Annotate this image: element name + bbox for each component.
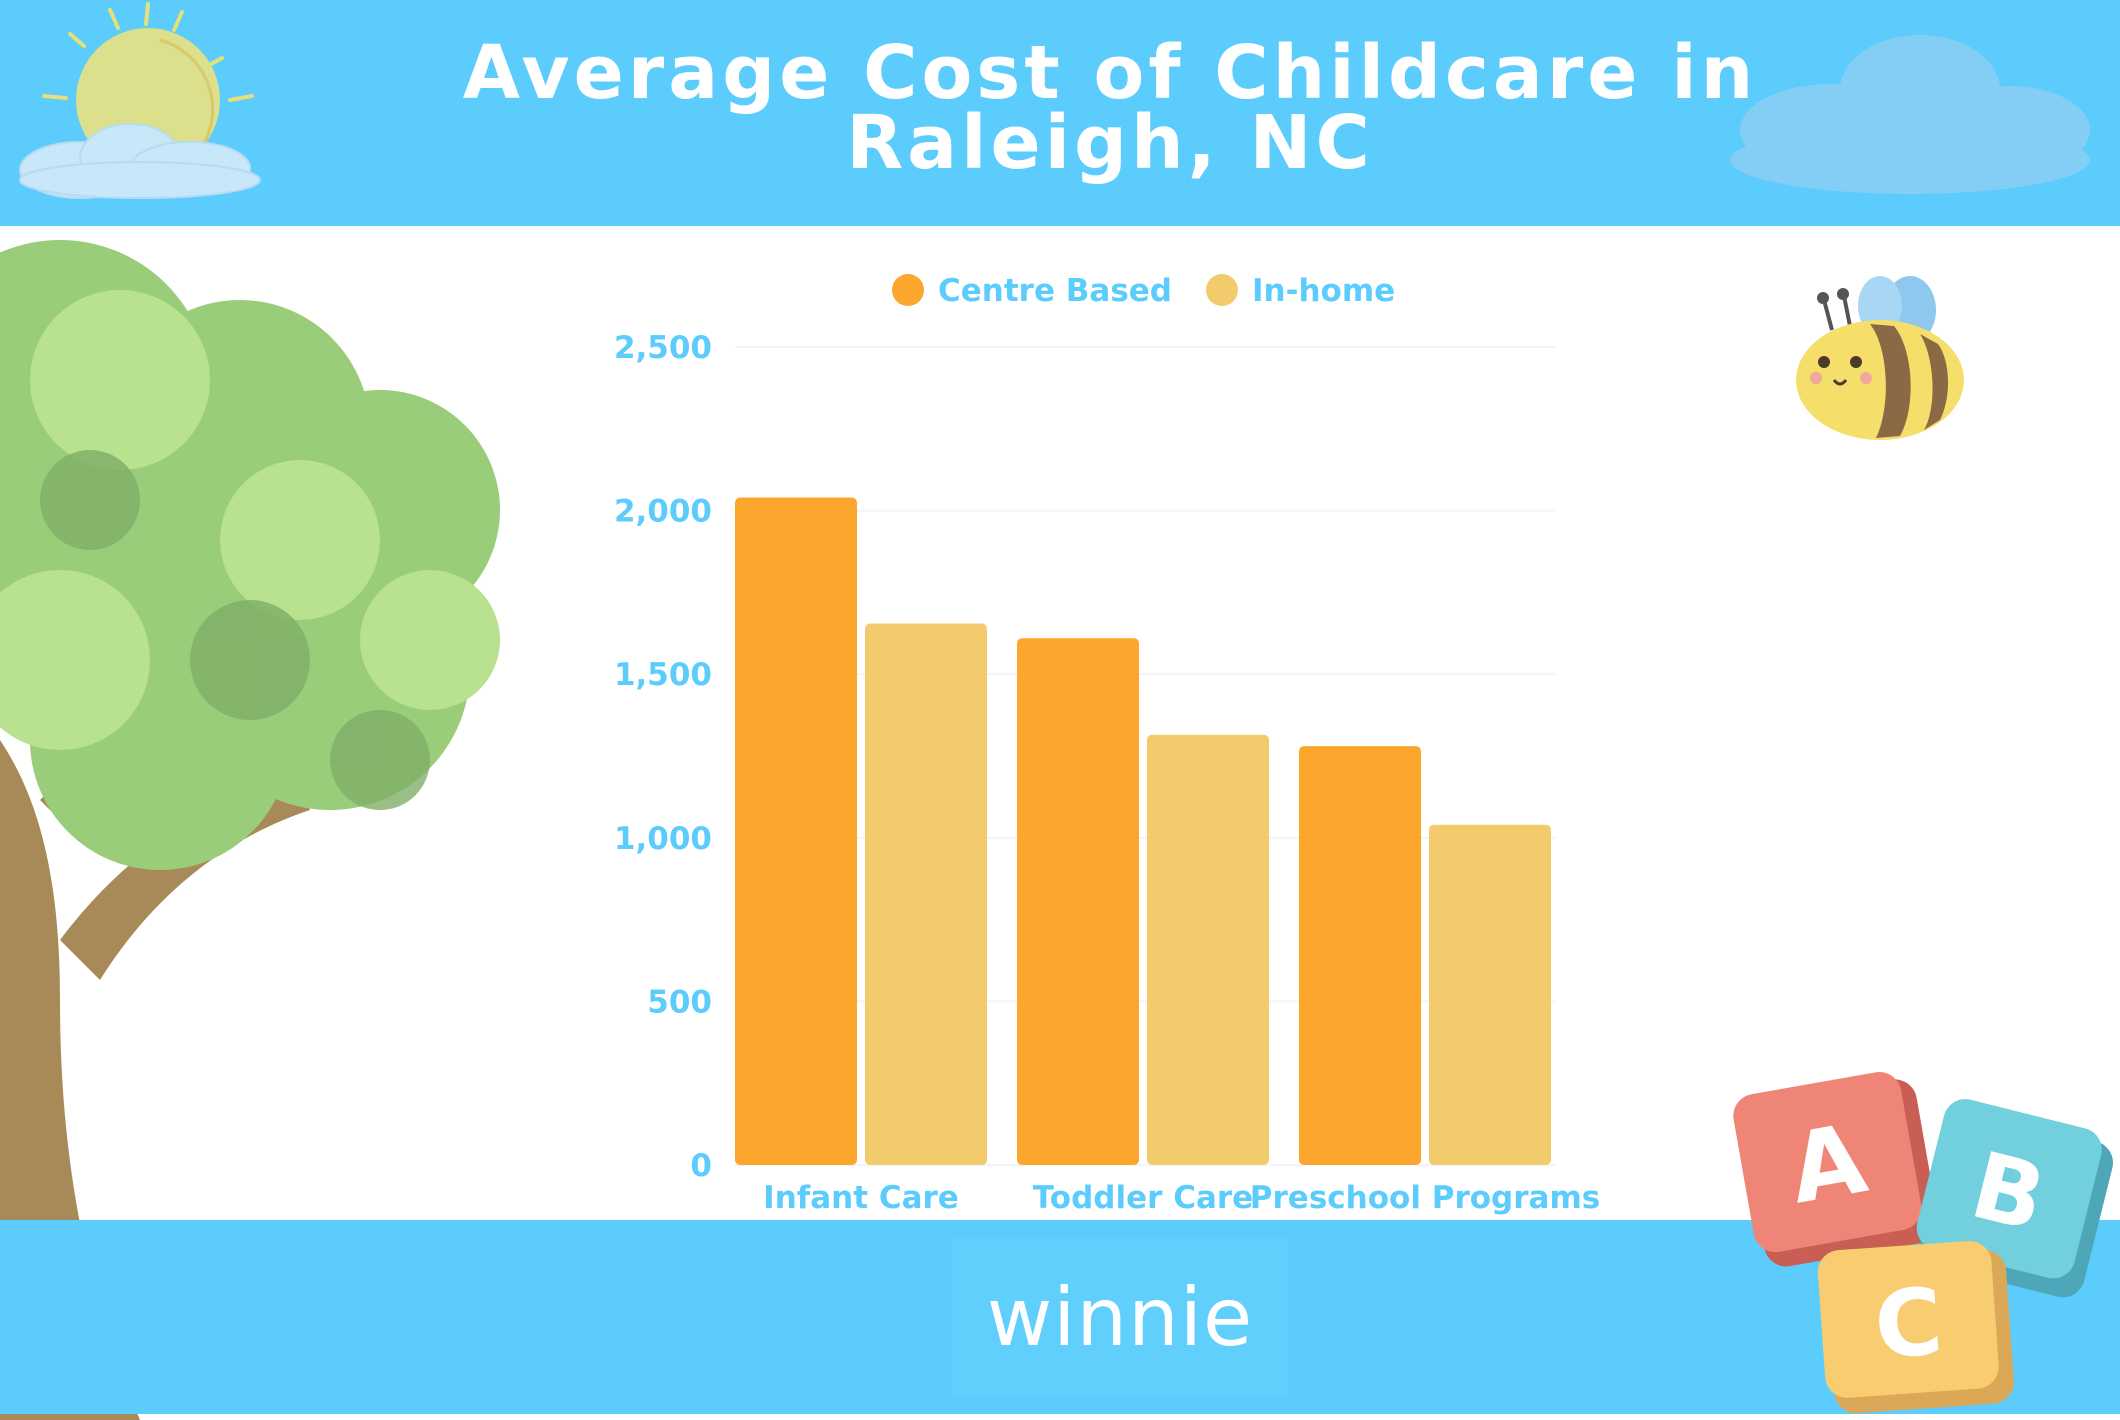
y-axis-ticks: 0 500 1,000 1,500 2,000 2,500 [614,330,712,1184]
y-tick-label: 2,500 [614,330,712,366]
y-tick-label: 2,000 [614,494,712,530]
legend-label: In-home [1252,273,1395,309]
chart-legend: Centre Based In-home [892,273,1395,309]
tree-icon [0,240,500,1420]
y-tick-label: 0 [690,1148,712,1184]
legend-swatch [1206,274,1238,306]
legend-label: Centre Based [938,273,1172,309]
bar-in-home-preschool-programs [1429,824,1551,1165]
chart-bars [735,497,1551,1166]
brand-logo: winnie [952,1238,1288,1398]
bee-icon [1796,276,1964,440]
page-title: Average Cost of Childcare in Raleigh, NC [462,30,1758,186]
block-letter-c: C [1871,1268,1946,1379]
y-tick-label: 500 [647,984,712,1020]
y-tick-label: 1,000 [614,821,712,857]
bar-in-home-infant-care [865,623,987,1165]
sun-icon [19,2,261,199]
y-tick-label: 1,500 [614,657,712,693]
cloud-icon [1730,35,2090,194]
bar-centre-based-infant-care [735,497,857,1166]
bar-centre-based-toddler-care [1017,638,1139,1165]
bar-chart: 0 500 1,000 1,500 2,000 2,500 Infant Care Todd… [614,273,1600,1216]
bar-in-home-toddler-care [1147,734,1269,1165]
legend-swatch [892,274,924,306]
x-category-label: Toddler Care [1033,1180,1253,1216]
bar-centre-based-preschool-programs [1299,746,1421,1165]
x-category-label: Infant Care [763,1180,959,1216]
abc-blocks-icon: A B C [1733,1072,2113,1414]
x-category-label: Preschool Programs [1250,1180,1600,1216]
